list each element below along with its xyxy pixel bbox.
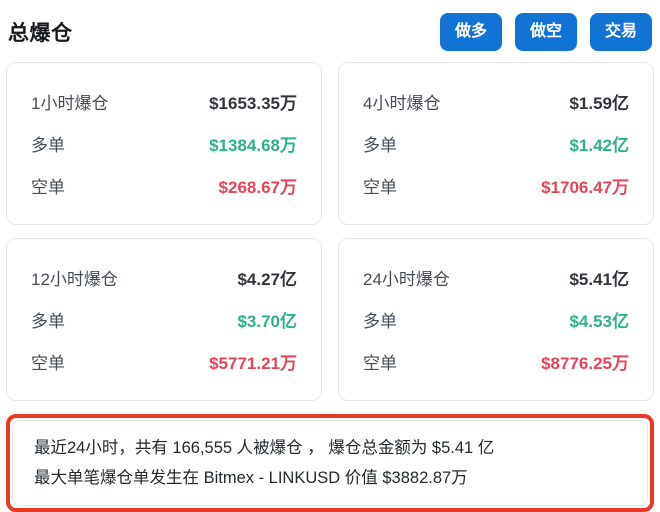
short-label: 空单 (363, 178, 397, 197)
card-total-row: 12小时爆仓 $4.27亿 (31, 265, 297, 290)
short-value: $5771.21万 (209, 354, 297, 373)
long-label: 多单 (31, 136, 65, 155)
card-12h: 12小时爆仓 $4.27亿 多单 $3.70亿 空单 $5771.21万 (6, 238, 322, 401)
red-highlight-annotation: 最近24小时，共有 166,555 人被爆仓 ， 爆仓总金额为 $5.41 亿 … (6, 414, 654, 512)
page-title: 总爆仓 (8, 22, 73, 45)
long-button[interactable]: 做多 (439, 13, 502, 51)
card-short-row: 空单 $5771.21万 (31, 349, 297, 374)
card-title: 4小时爆仓 (363, 94, 441, 113)
long-value: $1.42亿 (569, 136, 629, 155)
card-title: 12小时爆仓 (31, 270, 118, 289)
card-long-row: 多单 $1384.68万 (31, 131, 297, 156)
trade-button[interactable]: 交易 (589, 13, 652, 51)
card-short-row: 空单 $1706.47万 (363, 173, 629, 198)
summary-panel: 最近24小时，共有 166,555 人被爆仓 ， 爆仓总金额为 $5.41 亿 … (12, 420, 648, 506)
total-value: $1653.35万 (209, 94, 297, 113)
card-total-row: 24小时爆仓 $5.41亿 (363, 265, 629, 290)
summary-line-1: 最近24小时，共有 166,555 人被爆仓 ， 爆仓总金额为 $5.41 亿 (34, 439, 495, 457)
card-short-row: 空单 $268.67万 (31, 173, 297, 198)
card-1h: 1小时爆仓 $1653.35万 多单 $1384.68万 空单 $268.67万 (6, 62, 322, 225)
total-value: $4.27亿 (237, 270, 297, 289)
card-long-row: 多单 $4.53亿 (363, 307, 629, 332)
card-long-row: 多单 $1.42亿 (363, 131, 629, 156)
short-label: 空单 (31, 354, 65, 373)
header-actions: 做多 做空 交易 (439, 13, 652, 51)
long-value: $4.53亿 (569, 312, 629, 331)
card-4h: 4小时爆仓 $1.59亿 多单 $1.42亿 空单 $1706.47万 (338, 62, 654, 225)
card-title: 24小时爆仓 (363, 270, 450, 289)
short-value: $268.67万 (218, 178, 297, 197)
short-value: $8776.25万 (541, 354, 629, 373)
card-long-row: 多单 $3.70亿 (31, 307, 297, 332)
card-total-row: 4小时爆仓 $1.59亿 (363, 89, 629, 114)
total-value: $5.41亿 (569, 270, 629, 289)
summary-line-2: 最大单笔爆仓单发生在 Bitmex - LINKUSD 价值 $3882.87万 (34, 469, 468, 487)
card-total-row: 1小时爆仓 $1653.35万 (31, 89, 297, 114)
card-24h: 24小时爆仓 $5.41亿 多单 $4.53亿 空单 $8776.25万 (338, 238, 654, 401)
total-value: $1.59亿 (569, 94, 629, 113)
short-label: 空单 (31, 178, 65, 197)
short-label: 空单 (363, 354, 397, 373)
long-value: $1384.68万 (209, 136, 297, 155)
long-label: 多单 (31, 312, 65, 331)
long-label: 多单 (363, 312, 397, 331)
card-short-row: 空单 $8776.25万 (363, 349, 629, 374)
short-value: $1706.47万 (541, 178, 629, 197)
short-button[interactable]: 做空 (514, 13, 577, 51)
liquidation-cards-grid: 1小时爆仓 $1653.35万 多单 $1384.68万 空单 $268.67万… (6, 62, 654, 401)
header: 总爆仓 做多 做空 交易 (6, 10, 654, 54)
card-title: 1小时爆仓 (31, 94, 109, 113)
long-label: 多单 (363, 136, 397, 155)
long-value: $3.70亿 (237, 312, 297, 331)
